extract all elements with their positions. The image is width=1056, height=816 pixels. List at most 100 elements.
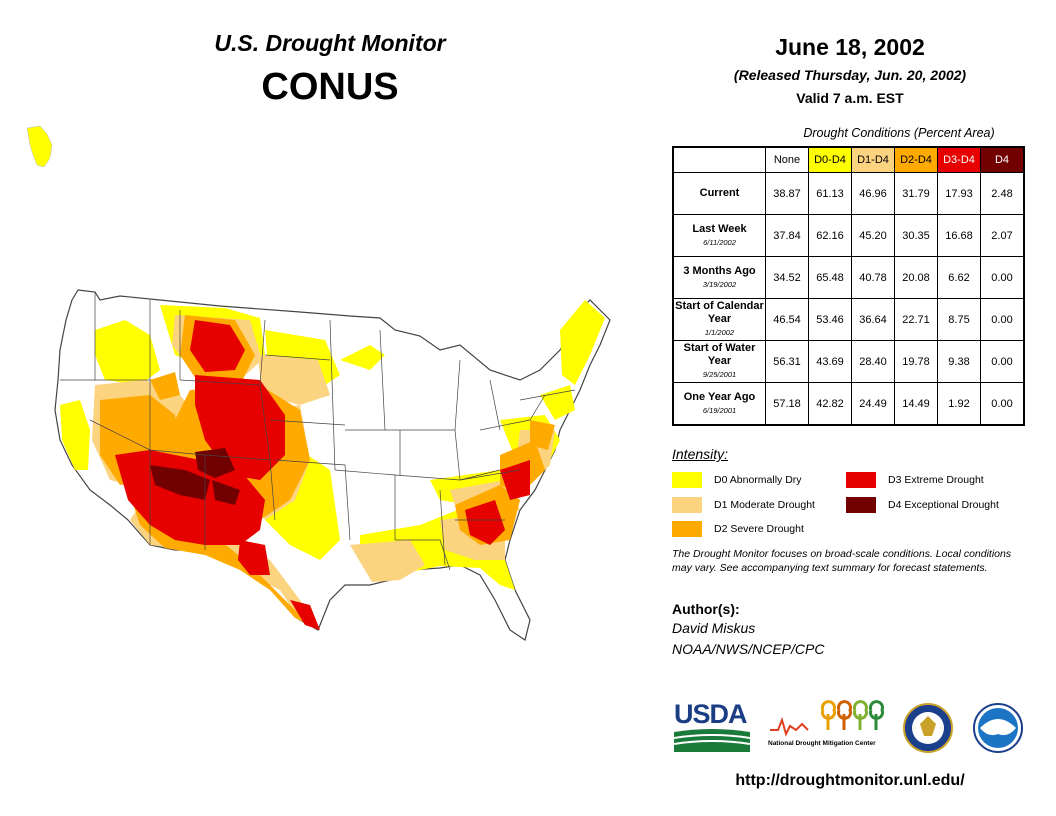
table-cell: 57.18 [765, 382, 809, 426]
region-title: CONUS [261, 66, 399, 108]
drought-map [26, 125, 611, 641]
table-cell: 40.78 [851, 256, 895, 299]
map-title: U.S. Drought Monitor [214, 30, 446, 56]
table-row: One Year Ago 6/19/2001 57.18 42.82 24.49 14.4… [672, 382, 1025, 426]
usda-logo: USDA [673, 699, 751, 757]
release-date: (Released Thursday, Jun. 20, 2002) [733, 67, 967, 83]
authors-label: Author(s): [672, 601, 740, 617]
legend-label: D0 Abnormally Dry [714, 474, 802, 486]
table-cell: 65.48 [808, 256, 852, 299]
noaa-seal [973, 703, 1023, 753]
table-cell: 0.00 [980, 382, 1025, 426]
inset-region [26, 125, 53, 168]
table-row: Last Week 6/11/2002 37.84 62.16 45.20 30.35 16… [672, 214, 1025, 257]
table-cell: 20.08 [894, 256, 938, 299]
table-caption: Drought Conditions (Percent Area) [803, 126, 995, 140]
table-row: Start of Calendar Year 1/1/2002 46.54 53.46… [672, 298, 1025, 341]
table-cell: 2.48 [980, 172, 1025, 215]
map-date: June 18, 2002 [775, 34, 925, 60]
row-label: 3 Months Ago 3/19/2002 [672, 256, 766, 299]
row-label-text: Start of Calendar Year [675, 300, 764, 325]
ndmc-logo-text: National Drought Mitigation Center [768, 740, 876, 747]
table-cell: 62.16 [808, 214, 852, 257]
row-label: One Year Ago 6/19/2001 [672, 382, 766, 426]
table-cell: 14.49 [894, 382, 938, 426]
table-cell: 2.07 [980, 214, 1025, 257]
table-cell: 31.79 [894, 172, 938, 215]
legend-item-d0: D0 Abnormally Dry [672, 472, 802, 488]
table-cell: 16.68 [937, 214, 981, 257]
col-header: D2-D4 [894, 146, 938, 173]
col-header: D4 [980, 146, 1025, 173]
table-cell: 38.87 [765, 172, 809, 215]
row-label: Start of Calendar Year 1/1/2002 [672, 298, 766, 341]
col-header: D1-D4 [851, 146, 895, 173]
usda-logo-fields [673, 729, 751, 752]
legend-item-d2: D2 Severe Drought [672, 521, 804, 537]
col-header: None [765, 146, 809, 173]
state-boundaries [60, 292, 576, 571]
author-org: NOAA/NWS/NCEP/CPC [672, 641, 825, 657]
legend-swatch [672, 497, 702, 513]
table-cell: 43.69 [808, 340, 852, 383]
table-cell: 34.52 [765, 256, 809, 299]
row-label-date: 1/1/2002 [704, 328, 735, 337]
table-row: 3 Months Ago 3/19/2002 34.52 65.48 40.78 20.0… [672, 256, 1025, 299]
drought-stats-table: None D0-D4 D1-D4 D2-D4 D3-D4 D4 Current 3… [672, 146, 1025, 426]
table-cell: 8.75 [937, 298, 981, 341]
table-cell: 19.78 [894, 340, 938, 383]
legend-item-d1: D1 Moderate Drought [672, 497, 815, 513]
row-label: Last Week 6/11/2002 [672, 214, 766, 257]
row-label-text: One Year Ago [683, 390, 756, 403]
table-row: Start of Water Year 9/25/2001 56.31 43.69 28… [672, 340, 1025, 383]
legend-label: D1 Moderate Drought [714, 499, 815, 511]
col-header: D0-D4 [808, 146, 852, 173]
legend-swatch [672, 472, 702, 488]
table-cell: 53.46 [808, 298, 852, 341]
table-cell: 9.38 [937, 340, 981, 383]
row-label-date: 6/11/2002 [703, 237, 736, 247]
valid-time: Valid 7 a.m. EST [796, 90, 904, 106]
legend-item-d3: D3 Extreme Drought [846, 472, 984, 488]
row-label-date: 9/25/2001 [702, 370, 737, 379]
table-cell: 46.54 [765, 298, 809, 341]
table-cell: 1.92 [937, 382, 981, 426]
table-cell: 36.64 [851, 298, 895, 341]
table-cell: 56.31 [765, 340, 809, 383]
table-cell: 0.00 [980, 298, 1025, 341]
table-cell: 6.62 [937, 256, 981, 299]
table-cell: 42.82 [808, 382, 852, 426]
source-url[interactable]: http://droughtmonitor.unl.edu/ [735, 772, 965, 789]
table-cell: 61.13 [808, 172, 852, 215]
author-name: David Miskus [672, 620, 756, 636]
ndmc-logo [770, 700, 884, 737]
table-cell: 37.84 [765, 214, 809, 257]
row-label-text: Current [699, 187, 740, 199]
commerce-seal [903, 703, 953, 753]
row-label-text: Start of Water Year [683, 342, 756, 367]
legend-item-d4: D4 Exceptional Drought [846, 497, 999, 513]
usda-logo-text: USDA [674, 699, 748, 729]
legend-swatch [846, 497, 876, 513]
legend-label: D3 Extreme Drought [888, 474, 984, 486]
table-cell: 0.00 [980, 340, 1025, 383]
legend-label: D2 Severe Drought [714, 523, 804, 535]
table-cell: 0.00 [980, 256, 1025, 299]
row-label-date: 6/19/2001 [702, 405, 737, 415]
col-header: D3-D4 [937, 146, 981, 173]
row-label-text: Last Week [692, 222, 747, 235]
row-label-text: 3 Months Ago [683, 264, 756, 277]
table-corner [673, 147, 766, 173]
row-label-date: 3/19/2002 [702, 279, 737, 289]
footnote: The Drought Monitor focuses on broad-sca… [672, 548, 1012, 574]
legend-title: Intensity: [672, 446, 729, 462]
table-cell: 30.35 [894, 214, 938, 257]
legend-label: D4 Exceptional Drought [888, 499, 999, 511]
table-header-row: None D0-D4 D1-D4 D2-D4 D3-D4 D4 [673, 146, 1025, 173]
row-label: Current [672, 172, 766, 215]
table-row: Current 38.87 61.13 46.96 31.79 17.93 2.48 [672, 172, 1025, 215]
row-label: Start of Water Year 9/25/2001 [672, 340, 766, 383]
legend-swatch [846, 472, 876, 488]
table-cell: 46.96 [851, 172, 895, 215]
table-cell: 28.40 [851, 340, 895, 383]
